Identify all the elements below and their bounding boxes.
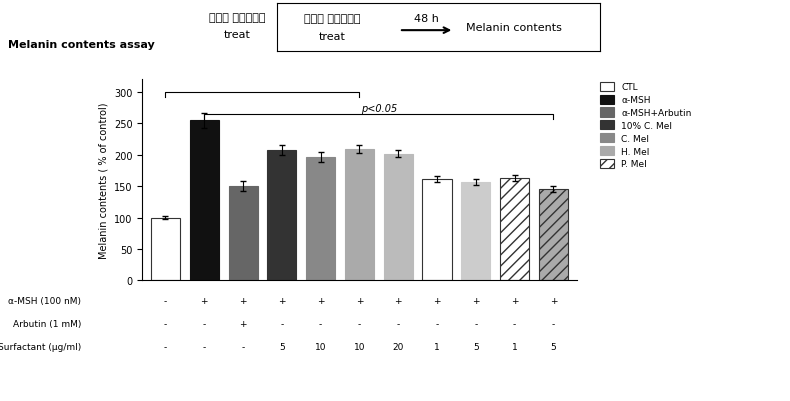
Text: 48 h: 48 h [414, 14, 439, 24]
Text: +: + [317, 296, 325, 305]
Text: +: + [550, 296, 557, 305]
Text: 20: 20 [393, 342, 404, 351]
Text: α-MSH (100 nM): α-MSH (100 nM) [9, 296, 81, 305]
Text: Melanin contents: Melanin contents [465, 23, 562, 33]
Bar [384, 154, 413, 281]
Text: p<0.05: p<0.05 [361, 103, 397, 113]
Text: 5: 5 [279, 342, 284, 351]
Bar [190, 121, 219, 281]
Text: -: - [164, 319, 167, 328]
Text: -: - [319, 319, 322, 328]
Text: -: - [203, 342, 206, 351]
Text: +: + [433, 296, 441, 305]
Bar [228, 186, 258, 281]
Text: +: + [239, 296, 246, 305]
Text: -: - [513, 319, 516, 328]
Text: -: - [551, 319, 555, 328]
Text: +: + [394, 296, 402, 305]
Text: -: - [203, 319, 206, 328]
Text: -: - [358, 319, 361, 328]
Text: +: + [201, 296, 208, 305]
Bar [423, 180, 452, 281]
Text: -: - [435, 319, 438, 328]
Bar [267, 150, 296, 281]
Text: 바이오 계면활성제: 바이오 계면활성제 [303, 14, 360, 24]
Text: treat: treat [224, 30, 250, 40]
Text: -: - [242, 342, 245, 351]
Text: -: - [164, 342, 167, 351]
Bar [461, 182, 491, 281]
Text: +: + [356, 296, 363, 305]
Y-axis label: Melanin contents ( % of control): Melanin contents ( % of control) [98, 102, 108, 259]
Text: 10: 10 [315, 342, 326, 351]
Text: -: - [397, 319, 400, 328]
Bar [306, 158, 335, 281]
Text: +: + [278, 296, 286, 305]
Text: +: + [511, 296, 518, 305]
Text: treat: treat [318, 32, 345, 42]
Bar [539, 190, 568, 281]
Text: Melanin contents assay: Melanin contents assay [8, 40, 155, 50]
Text: Surfactant (μg/ml): Surfactant (μg/ml) [0, 342, 81, 351]
Text: 5: 5 [473, 342, 479, 351]
Text: -: - [280, 319, 284, 328]
Text: 바이오 계면활성제: 바이오 계면활성제 [209, 13, 265, 23]
Text: 5: 5 [551, 342, 556, 351]
Bar [151, 218, 180, 281]
Text: +: + [239, 319, 246, 328]
Text: -: - [164, 296, 167, 305]
Bar [500, 178, 529, 281]
Legend: CTL, α-MSH, α-MSH+Arbutin, 10% C. Mel, C. Mel, H. Mel, P. Mel: CTL, α-MSH, α-MSH+Arbutin, 10% C. Mel, C… [599, 81, 694, 171]
Text: 10: 10 [354, 342, 365, 351]
Text: +: + [472, 296, 480, 305]
Text: Arbutin (1 mM): Arbutin (1 mM) [13, 319, 81, 328]
Text: 1: 1 [435, 342, 440, 351]
Text: -: - [474, 319, 477, 328]
Bar [345, 150, 374, 281]
Text: 1: 1 [512, 342, 517, 351]
